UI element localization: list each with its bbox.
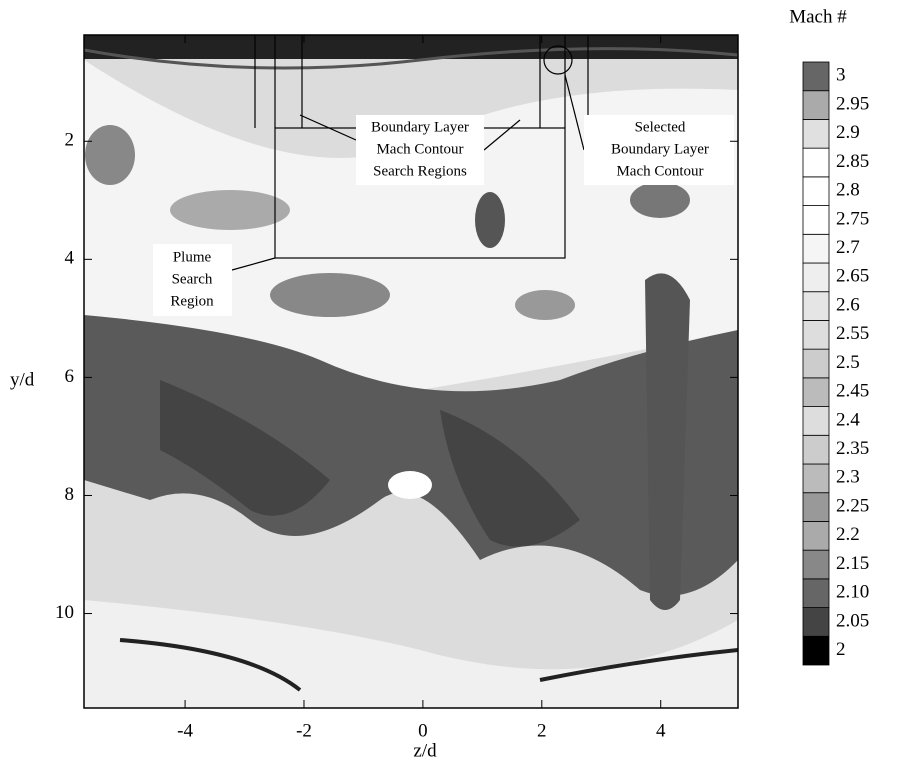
annotation: Selected — [635, 119, 686, 135]
colorbar-block — [802, 205, 830, 235]
annotation: Search Regions — [373, 163, 467, 179]
colorbar-block — [802, 119, 830, 149]
colorbar-tick-label: 2.9 — [836, 122, 860, 143]
colorbar-block — [802, 262, 830, 293]
colorbar-tick-label: 2.35 — [836, 438, 869, 459]
colorbar-block — [802, 463, 830, 494]
colorbar-tick-label: 2.95 — [836, 93, 869, 114]
colorbar-tick-label: 2.6 — [836, 294, 860, 315]
colorbar-block — [802, 377, 830, 407]
colorbar-tick-label: 2.4 — [836, 409, 860, 430]
colorbar-tick-label: 2.65 — [836, 266, 869, 287]
colorbar-tick-label: 2.45 — [836, 381, 869, 402]
colorbar-block — [802, 549, 830, 580]
colorbar-block — [802, 61, 830, 92]
colorbar-block — [802, 291, 830, 321]
colorbar-tick-label: 2.85 — [836, 151, 869, 172]
colorbar-tick-label: 2.10 — [836, 582, 869, 603]
colorbar-block — [802, 90, 830, 120]
colorbar-block — [802, 492, 830, 522]
colorbar-tick-label: 2.55 — [836, 323, 869, 344]
x-axis-label: z/d — [413, 740, 437, 761]
colorbar-tick-label: 2.2 — [836, 524, 860, 545]
colorbar-tick-label: 2.3 — [836, 467, 860, 488]
colorbar-tick-label: 3 — [836, 65, 846, 86]
colorbar-block — [802, 578, 830, 608]
annotation: Region — [170, 293, 214, 309]
colorbar-tick-label: 2.05 — [836, 610, 869, 631]
y-tick-label: 10 — [55, 602, 74, 623]
colorbar-tick-label: 2.7 — [836, 237, 860, 258]
colorbar-block — [802, 434, 830, 465]
y-tick-label: 8 — [65, 484, 75, 505]
colorbar-block — [802, 607, 830, 637]
colorbar-tick-label: 2.8 — [836, 180, 860, 201]
colorbar-block — [802, 635, 830, 666]
colorbar-tick-label: 2.5 — [836, 352, 860, 373]
x-tick-label: -2 — [296, 720, 312, 741]
search-regions — [231, 35, 589, 271]
x-tick-label: 2 — [537, 720, 547, 741]
colorbar-block — [802, 176, 830, 206]
colorbar-block — [802, 521, 830, 551]
annotation-box — [584, 115, 734, 185]
annotation-box — [153, 244, 232, 316]
colorbar-tick-label: 2.75 — [836, 208, 869, 229]
annotation: Plume — [173, 249, 212, 265]
plot-frame — [83, 34, 739, 709]
y-axis-label: y/d — [10, 369, 35, 390]
y-tick-label: 4 — [65, 248, 75, 269]
x-tick-label: 0 — [418, 720, 428, 741]
colorbar-block — [802, 233, 830, 264]
x-tick-label: 4 — [656, 720, 666, 741]
colorbar-label: Mach # — [789, 6, 847, 27]
annotation: Search — [172, 271, 213, 287]
annotation: Boundary Layer — [611, 141, 709, 157]
annotation-box — [356, 115, 484, 185]
colorbar-tick-label: 2.25 — [836, 495, 869, 516]
annotation: Mach Contour — [616, 163, 703, 179]
y-tick-label: 6 — [65, 366, 75, 387]
x-tick-label: -4 — [177, 720, 193, 741]
colorbar-block — [802, 320, 830, 350]
colorbar-block — [802, 406, 830, 436]
colorbar-block — [802, 147, 830, 178]
annotation: Mach Contour — [376, 141, 463, 157]
colorbar-tick-label: 2 — [836, 639, 846, 660]
y-tick-label: 2 — [65, 130, 75, 151]
colorbar-tick-label: 2.15 — [836, 553, 869, 574]
annotation: Boundary Layer — [371, 119, 469, 135]
colorbar-block — [802, 348, 830, 379]
